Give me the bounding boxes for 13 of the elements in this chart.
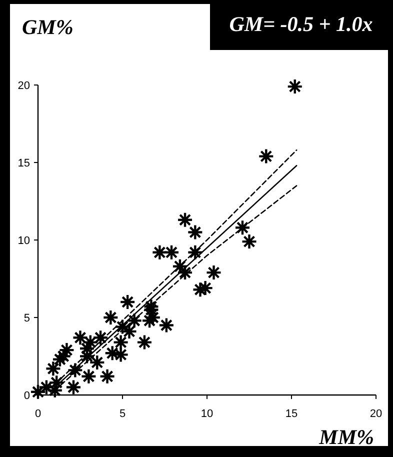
y-tick-label: 0 xyxy=(24,390,30,402)
y-tick-label: 10 xyxy=(18,235,30,247)
x-tick-label: 0 xyxy=(34,408,42,420)
x-tick-label: 20 xyxy=(370,408,382,420)
x-axis-title: MM% xyxy=(318,425,374,449)
x-tick-label: 10 xyxy=(200,408,214,420)
y-tick-label: 5 xyxy=(24,312,30,324)
y-tick-label: 20 xyxy=(18,80,30,92)
y-tick-label: 15 xyxy=(18,158,30,170)
x-tick-label: 5 xyxy=(119,408,126,420)
x-tick-label: 15 xyxy=(285,408,298,420)
text: GM= -0.5 + 1.0x xyxy=(229,12,373,36)
y-axis-title: GM% xyxy=(22,15,74,39)
